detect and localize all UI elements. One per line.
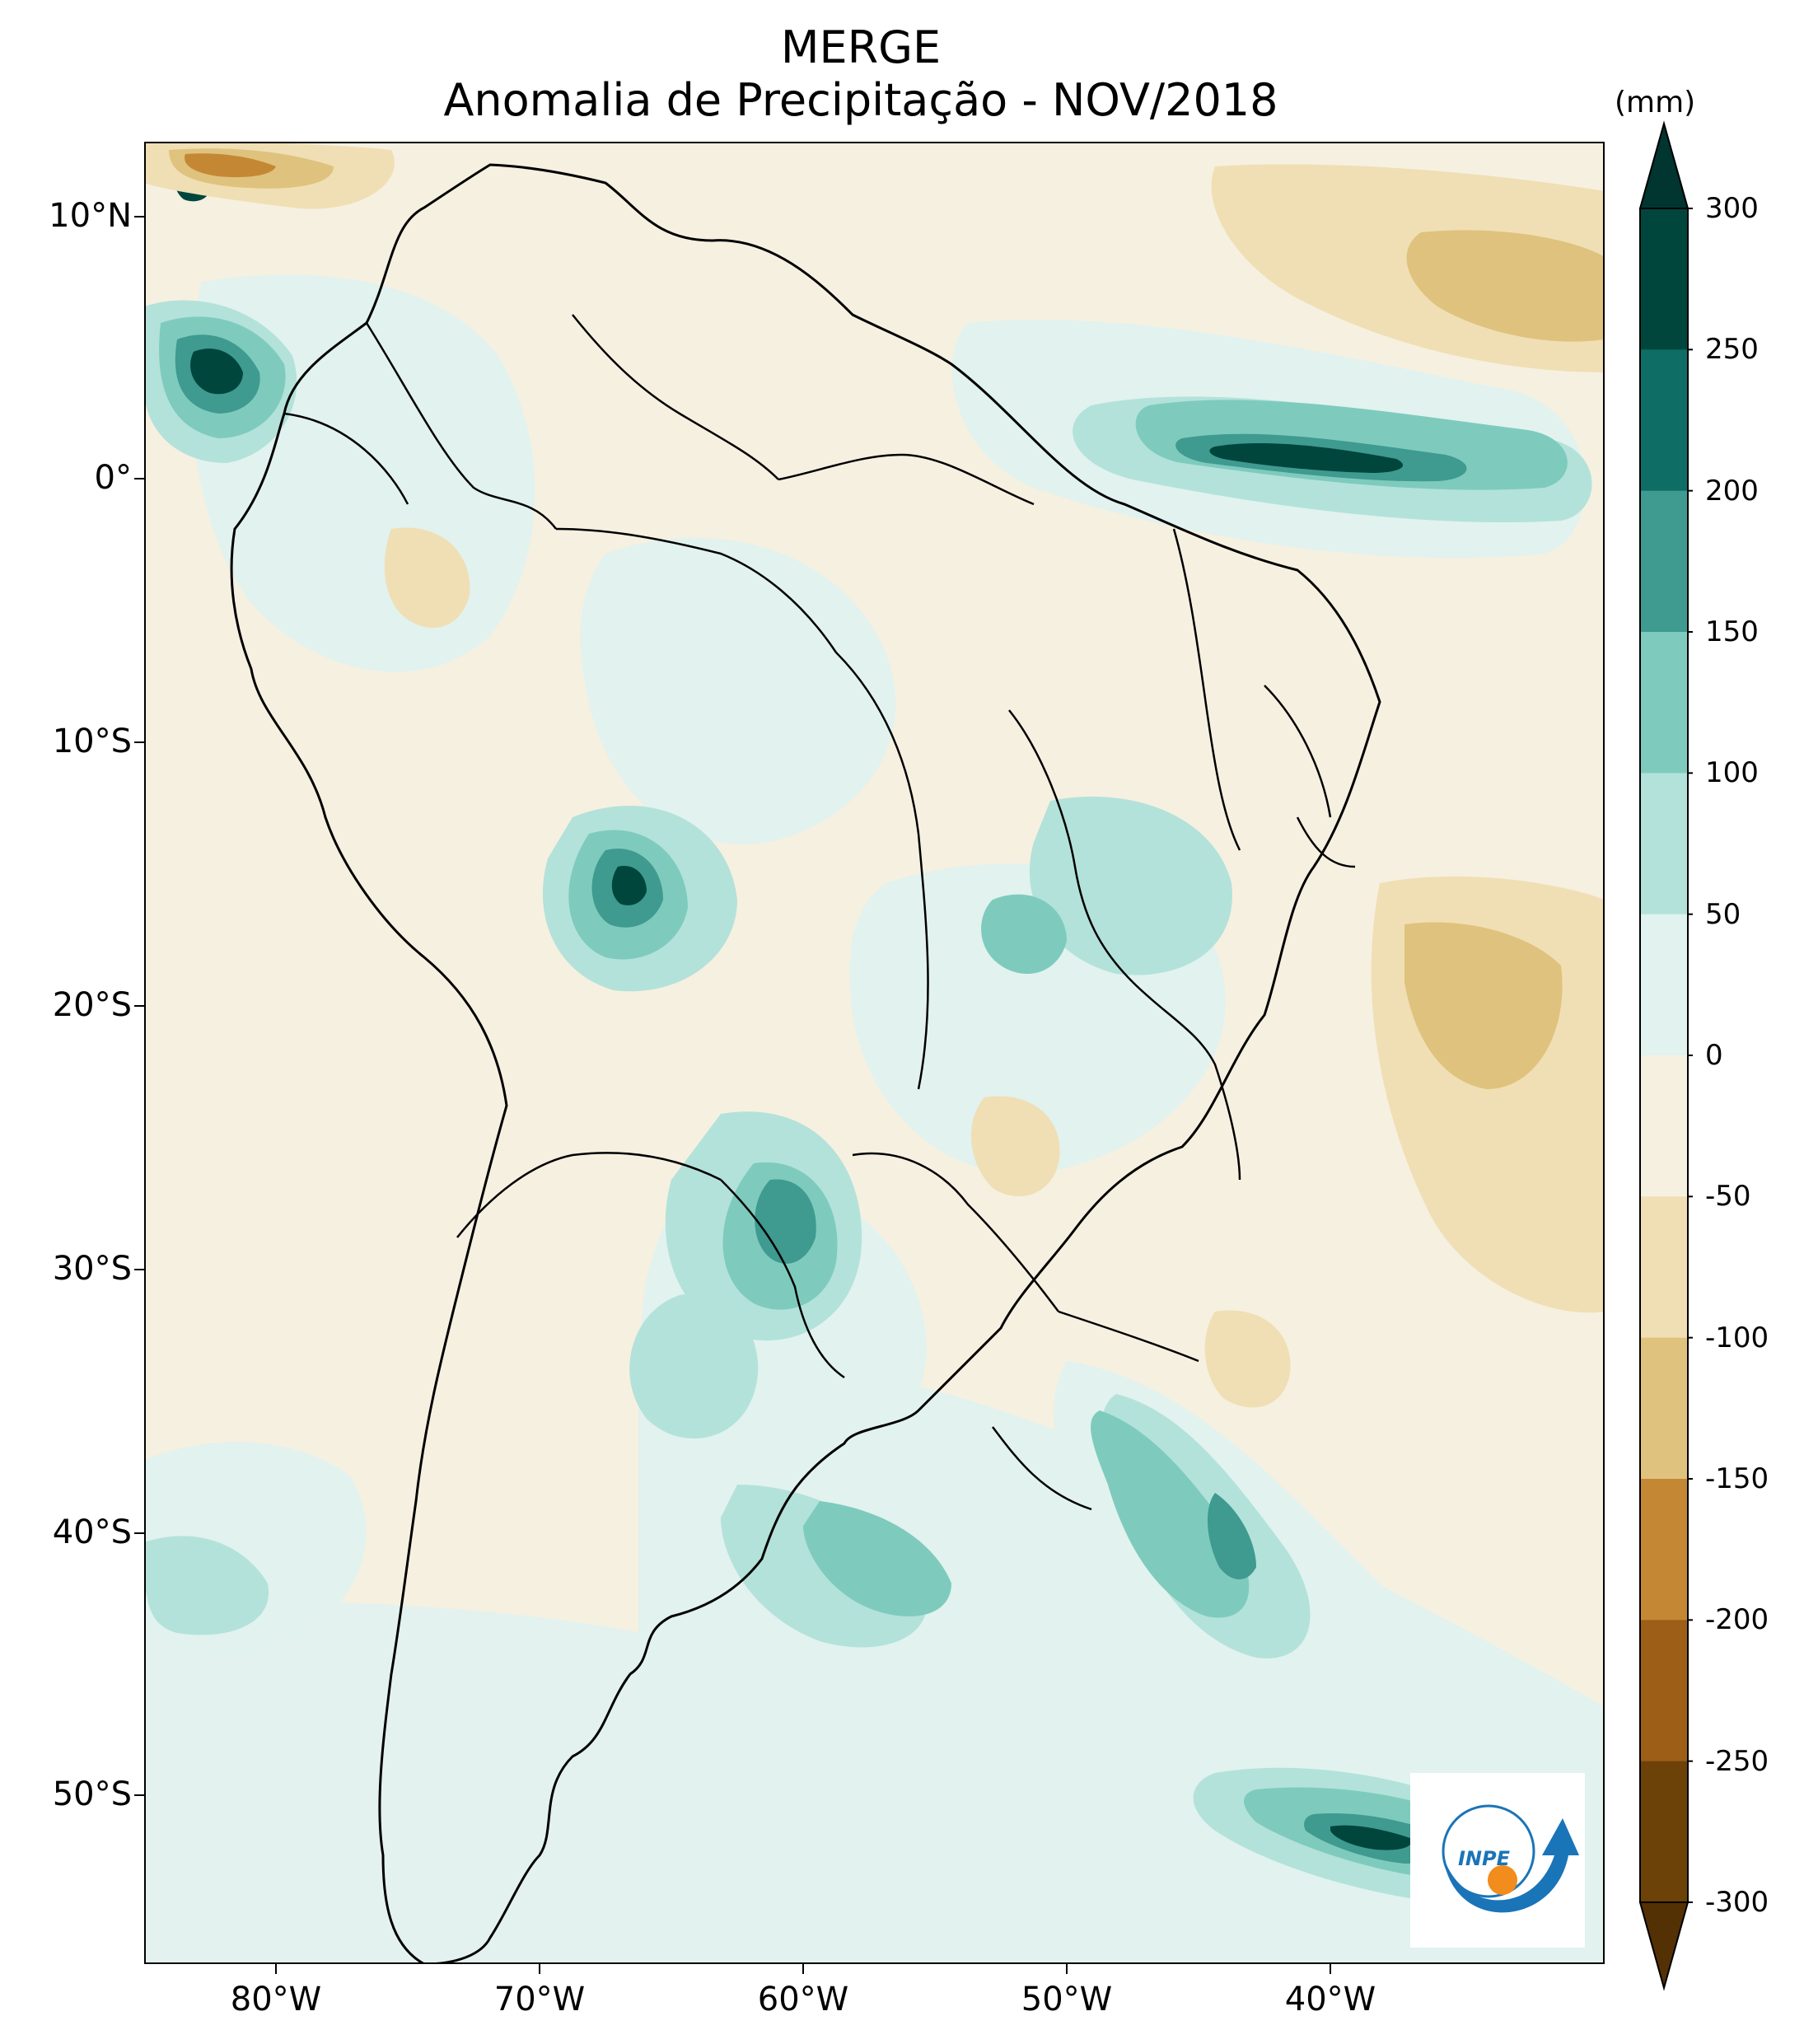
anomaly-field-negative [144,142,1605,1408]
lat-tick-0 [134,478,144,479]
lon-label-80w: 80°W [230,1981,322,2018]
colorbar-tick-label: 0 [1705,1039,1723,1072]
lat-tick-50s [134,1794,144,1796]
lat-label-30s: 30°S [52,1250,132,1288]
colorbar-segment [1640,1479,1688,1621]
colorbar-segment [1640,914,1688,1056]
lat-label-40s: 40°S [52,1513,132,1551]
inpe-logo-icon: INPE [1442,1804,1579,1913]
colorbar-segment [1640,349,1688,492]
lon-label-60w: 60°W [757,1981,849,2018]
lat-tick-30s [134,1269,144,1270]
colorbar-tick-label: 250 [1705,333,1759,367]
title-line2: Anomalia de Precipitação - NOV/2018 [443,74,1278,126]
map-area [144,142,1605,1964]
lon-label-70w: 70°W [493,1981,586,2018]
lon-tick-70w [539,1964,540,1974]
lat-label-50s: 50°S [52,1775,132,1813]
lat-tick-10s [134,741,144,743]
colorbar-unit: (mm) [1615,86,1696,119]
lat-tick-20s [134,1005,144,1007]
colorbar-segment [1640,490,1688,633]
colorbar-segment [1640,773,1688,915]
lon-tick-80w [275,1964,277,1974]
lon-tick-40w [1330,1964,1331,1974]
anomaly-field-positive-light [144,274,1605,1964]
colorbar-tick-label: 100 [1705,756,1759,790]
continent-outline [230,163,1381,1964]
colorbar-segment [1640,1620,1688,1762]
colorbar-tick-label: 50 [1705,897,1741,931]
anomaly-map [144,142,1605,1964]
colorbar-tick-label: -150 [1705,1462,1769,1495]
lat-label-0: 0° [94,459,132,497]
colorbar-tick-label: 150 [1705,615,1759,648]
colorbar-segment [1640,208,1688,350]
colorbar-tick-label: -200 [1705,1603,1769,1637]
lat-label-10s: 10°S [52,723,132,760]
lat-label-10n: 10°N [49,197,132,235]
colorbar-segment [1640,1055,1688,1197]
colorbar-segments [1640,208,1688,1903]
colorbar-bottom-arrow [1638,1901,1689,1991]
title-line1: MERGE [780,21,942,73]
inpe-logo-text: INPE [1458,1847,1511,1870]
colorbar-segment [1640,632,1688,774]
colorbar-tick-label: -250 [1705,1744,1769,1778]
colorbar-segment [1640,1761,1688,1903]
lon-label-50w: 50°W [1021,1981,1113,2018]
country-borders [283,314,1356,1511]
colorbar [1638,120,1693,1991]
colorbar-tick-label: 300 [1705,192,1759,225]
lon-label-40w: 40°W [1284,1981,1376,2018]
lat-label-20s: 20°S [52,986,132,1024]
colorbar-segment [1640,1196,1688,1339]
lat-tick-10n [134,216,144,217]
colorbar-segment [1640,1337,1688,1480]
colorbar-top-arrow [1638,120,1689,209]
lat-tick-40s [134,1532,144,1534]
colorbar-tick-label: -100 [1705,1321,1769,1354]
colorbar-tick-label: -50 [1705,1180,1751,1214]
lon-tick-60w [802,1964,804,1974]
colorbar-tick-label: -300 [1705,1886,1769,1919]
lon-tick-50w [1066,1964,1068,1974]
colorbar-tick-label: 200 [1705,474,1759,507]
inpe-logo: INPE [1410,1773,1585,1948]
